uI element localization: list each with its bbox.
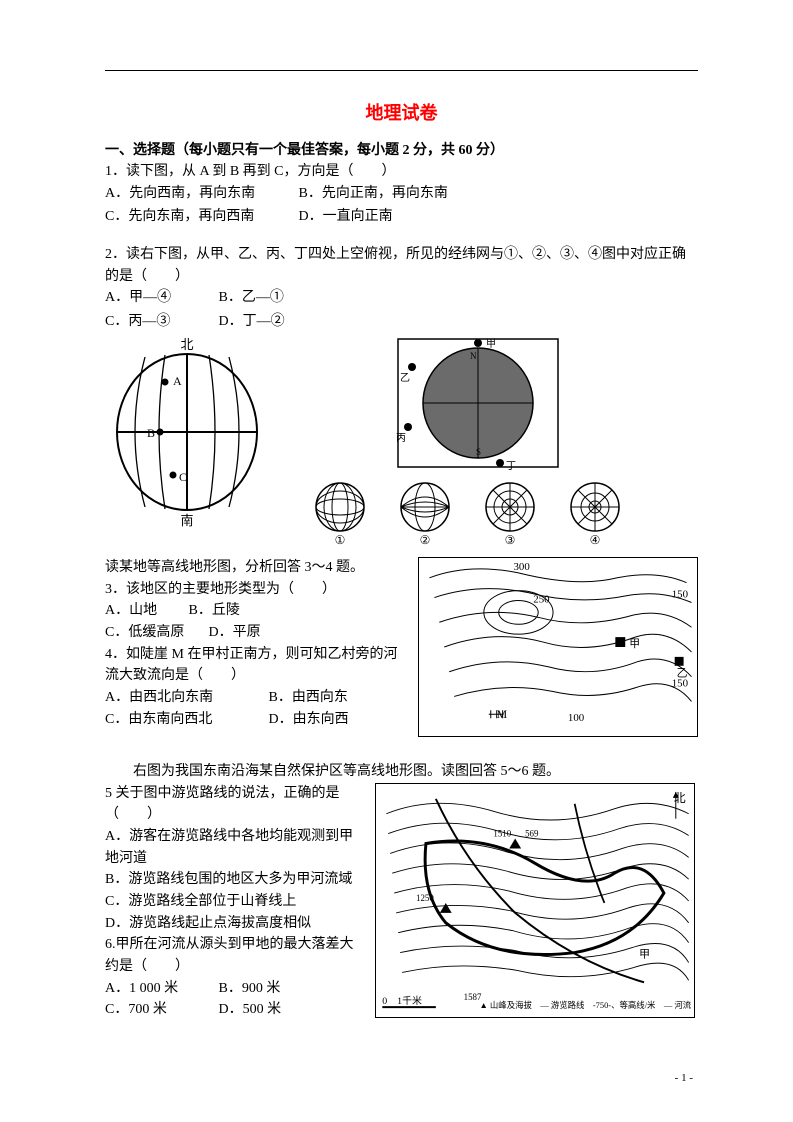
svg-text:150: 150 bbox=[672, 588, 689, 600]
q4-optC: C．由东南向西北 bbox=[105, 709, 265, 731]
q2-stem: 2．读右下图，从甲、乙、丙、丁四处上空俯视，所见的经纬网与①、②、③、④图中对应… bbox=[105, 244, 698, 287]
svg-text:0 1千米: 0 1千米 bbox=[382, 994, 422, 1007]
svg-text:甲: 甲 bbox=[639, 948, 650, 960]
globe-north-label: 北 bbox=[180, 337, 193, 352]
exam-title: 地理试卷 bbox=[105, 99, 698, 125]
svg-text:S: S bbox=[476, 447, 481, 457]
svg-text:①: ① bbox=[335, 533, 346, 547]
q5-optD: D．游览路线起止点海拔高度相似 bbox=[105, 913, 365, 935]
q1-optD: D．一直向正南 bbox=[299, 209, 393, 224]
q5-optB: B．游览路线包围的地区大多为甲河流域 bbox=[105, 869, 365, 891]
q5-optC: C．游览路线全部位于山脊线上 bbox=[105, 891, 365, 913]
question-1: 1．读下图，从 A 到 B 再到 C，方向是（ ） A．先向西南，再向东南 B．… bbox=[105, 161, 698, 228]
svg-text:100: 100 bbox=[568, 712, 585, 724]
svg-text:▲ 山峰及海拔 — 游览路线 -750-、等高线/米 — 河: ▲ 山峰及海拔 — 游览路线 -750-、等高线/米 — 河流 bbox=[479, 1000, 691, 1010]
svg-text:569: 569 bbox=[525, 828, 539, 838]
q1-optA: A．先向西南，再向东南 bbox=[105, 183, 295, 205]
q56-contour-map: 北 1 bbox=[375, 783, 695, 1018]
svg-text:甲: 甲 bbox=[629, 638, 640, 650]
svg-text:丁: 丁 bbox=[506, 461, 516, 472]
svg-text:甲: 甲 bbox=[486, 339, 496, 350]
q1-optC: C．先向东南，再向西南 bbox=[105, 206, 295, 228]
svg-text:250: 250 bbox=[533, 593, 550, 605]
q6-optA: A．1 000 米 bbox=[105, 978, 215, 1000]
q6-optC: C．700 米 bbox=[105, 999, 215, 1021]
svg-text:③: ③ bbox=[505, 533, 516, 547]
q3-optB: B．丘陵 bbox=[189, 603, 240, 618]
q34-contour-map: 300 250 150 150 100 甲 乙 M bbox=[418, 557, 698, 737]
svg-text:1250: 1250 bbox=[416, 892, 434, 902]
q1-stem: 1．读下图，从 A 到 B 再到 C，方向是（ ） bbox=[105, 161, 698, 183]
q56-intro: 右图为我国东南沿海某自然保护区等高线地形图。读图回答 5～6 题。 bbox=[105, 761, 698, 783]
svg-text:A: A bbox=[173, 374, 182, 388]
svg-text:1510: 1510 bbox=[493, 828, 511, 838]
q5-stem: 5 关于图中游览路线的说法，正确的是（ ） bbox=[105, 783, 365, 826]
q6-optD: D．500 米 bbox=[219, 1002, 282, 1017]
q6-stem: 6.甲所在河流从源头到甲地的最大落差大约是（ ） bbox=[105, 934, 365, 977]
svg-text:N: N bbox=[470, 351, 477, 361]
q4-optA: A．由西北向东南 bbox=[105, 687, 265, 709]
q4-optB: B．由西向东 bbox=[269, 690, 348, 705]
q6-optB: B．900 米 bbox=[219, 981, 281, 996]
q2-optB: B．乙—① bbox=[219, 290, 284, 305]
q3-optA: A．山地 bbox=[105, 600, 185, 622]
page-number: - 1 - bbox=[675, 1072, 693, 1084]
q3-optC: C．低缓高原 bbox=[105, 622, 205, 644]
top-rule bbox=[105, 70, 698, 71]
question-3-4: 读某地等高线地形图，分析回答 3～4 题。 3．该地区的主要地形类型为（ ） A… bbox=[105, 557, 698, 737]
q4-optD: D．由东向西 bbox=[269, 712, 349, 727]
svg-text:④: ④ bbox=[590, 533, 601, 547]
q34-intro: 读某地等高线地形图，分析回答 3～4 题。 bbox=[105, 557, 406, 579]
question-2: 2．读右下图，从甲、乙、丙、丁四处上空俯视，所见的经纬网与①、②、③、④图中对应… bbox=[105, 244, 698, 547]
section-header: 一、选择题（每小题只有一个最佳答案，每小题 2 分，共 60 分） bbox=[105, 139, 698, 159]
q3-optD: D．平原 bbox=[209, 625, 261, 640]
svg-text:乙: 乙 bbox=[677, 666, 688, 679]
svg-text:C: C bbox=[179, 470, 187, 484]
q2-views-figure: 甲N 乙 丙 丁 S ① bbox=[300, 337, 640, 547]
q2-optA: A．甲—④ bbox=[105, 287, 215, 309]
question-5-6: 右图为我国东南沿海某自然保护区等高线地形图。读图回答 5～6 题。 5 关于图中… bbox=[105, 761, 698, 1021]
q2-globe-figure: 北 A B C 南 bbox=[105, 337, 270, 527]
svg-text:乙: 乙 bbox=[400, 372, 410, 384]
q2-optC: C．丙—③ bbox=[105, 311, 215, 333]
svg-text:300: 300 bbox=[514, 561, 531, 573]
q1-optB: B．先向正南，再向东南 bbox=[299, 186, 448, 201]
q2-optD: D．丁—② bbox=[219, 314, 285, 329]
q4-stem: 4．如陡崖 M 在甲村正南方，则可知乙村旁的河流大致流向是（ ） bbox=[105, 644, 406, 687]
q5-optA: A．游客在游览路线中各地均能观测到甲地河道 bbox=[105, 826, 365, 869]
q3-stem: 3．该地区的主要地形类型为（ ） bbox=[105, 579, 406, 601]
svg-text:南: 南 bbox=[180, 513, 193, 527]
svg-text:B: B bbox=[147, 426, 155, 440]
svg-text:丙: 丙 bbox=[396, 433, 406, 444]
svg-text:②: ② bbox=[420, 533, 431, 547]
